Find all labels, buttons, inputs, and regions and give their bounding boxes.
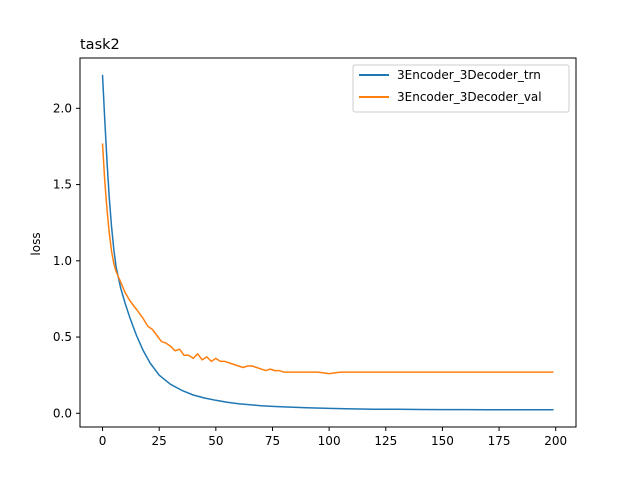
y-tick-label: 2.0 — [53, 101, 72, 115]
chart-title: task2 — [80, 37, 120, 53]
x-tick-label: 175 — [488, 434, 511, 448]
y-tick-label: 0.0 — [53, 406, 72, 420]
plot-lines — [101, 74, 554, 411]
axes-frame — [79, 57, 577, 428]
x-axis-ticks: 0 25 50 75 100 125 150 175 200 — [99, 427, 567, 448]
y-tick-label: 1.0 — [53, 254, 72, 268]
x-tick-label: 0 — [99, 434, 107, 448]
y-axis-label: loss — [29, 232, 43, 255]
y-tick-label: 0.5 — [53, 330, 72, 344]
legend-label-val: 3Encoder_3Decoder_val — [397, 90, 542, 104]
x-tick-label: 200 — [544, 434, 567, 448]
series-line-0 — [101, 74, 554, 411]
legend-label-trn: 3Encoder_3Decoder_trn — [397, 68, 541, 82]
x-tick-label: 50 — [208, 434, 223, 448]
y-tick-label: 1.5 — [53, 178, 72, 192]
x-tick-label: 75 — [265, 434, 280, 448]
x-tick-label: 150 — [431, 434, 454, 448]
y-axis-ticks: 0.0 0.5 1.0 1.5 2.0 — [53, 101, 80, 420]
x-tick-label: 125 — [374, 434, 397, 448]
x-tick-label: 100 — [318, 434, 341, 448]
series-line-1 — [101, 143, 554, 375]
x-tick-label: 25 — [152, 434, 167, 448]
legend-box — [352, 64, 570, 113]
legend: 3Encoder_3Decoder_trn 3Encoder_3Decoder_… — [352, 64, 570, 113]
